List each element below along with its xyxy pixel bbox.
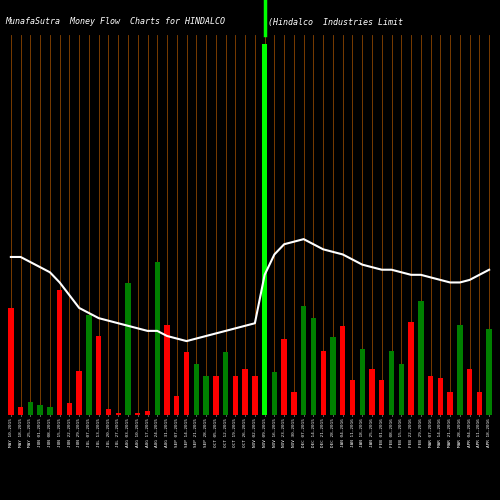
Bar — [398, 364, 404, 415]
Bar — [18, 406, 24, 415]
Bar — [320, 351, 326, 415]
Bar — [428, 376, 434, 415]
Bar — [213, 376, 218, 415]
Bar — [476, 392, 482, 415]
Bar — [106, 410, 111, 415]
Bar — [116, 413, 121, 415]
Bar — [57, 290, 62, 415]
Bar — [379, 380, 384, 415]
Bar — [145, 412, 150, 415]
Bar — [126, 283, 130, 415]
Bar — [457, 324, 462, 415]
Bar — [370, 368, 374, 415]
Bar — [360, 348, 365, 415]
Bar — [232, 376, 238, 415]
Bar — [96, 336, 102, 415]
Bar — [135, 413, 140, 415]
Bar — [174, 396, 180, 415]
Bar — [418, 302, 424, 415]
Bar — [291, 392, 296, 415]
Bar — [330, 337, 336, 415]
Bar — [184, 352, 189, 415]
Bar — [262, 44, 268, 415]
Bar — [311, 318, 316, 415]
Bar — [486, 330, 492, 415]
Text: MunafaSutra  Money Flow  Charts for HINDALCO: MunafaSutra Money Flow Charts for HINDAL… — [5, 18, 225, 26]
Bar — [467, 368, 472, 415]
Bar — [47, 406, 52, 415]
Bar — [438, 378, 443, 415]
Bar — [28, 402, 33, 415]
Bar — [154, 262, 160, 415]
Bar — [38, 405, 43, 415]
Bar — [282, 338, 287, 415]
Bar — [242, 368, 248, 415]
Bar — [408, 322, 414, 415]
Bar — [194, 364, 199, 415]
Bar — [252, 376, 258, 415]
Bar — [301, 306, 306, 415]
Bar — [272, 372, 277, 415]
Bar — [76, 371, 82, 415]
Bar — [262, 202, 268, 415]
Text: (Hindalco  Industries Limit: (Hindalco Industries Limit — [268, 18, 402, 26]
Bar — [8, 308, 14, 415]
Bar — [164, 324, 170, 415]
Bar — [340, 326, 345, 415]
Bar — [389, 351, 394, 415]
Bar — [448, 392, 453, 415]
Bar — [86, 316, 92, 415]
Bar — [66, 404, 72, 415]
Bar — [223, 352, 228, 415]
Bar — [350, 380, 355, 415]
Bar — [204, 376, 209, 415]
